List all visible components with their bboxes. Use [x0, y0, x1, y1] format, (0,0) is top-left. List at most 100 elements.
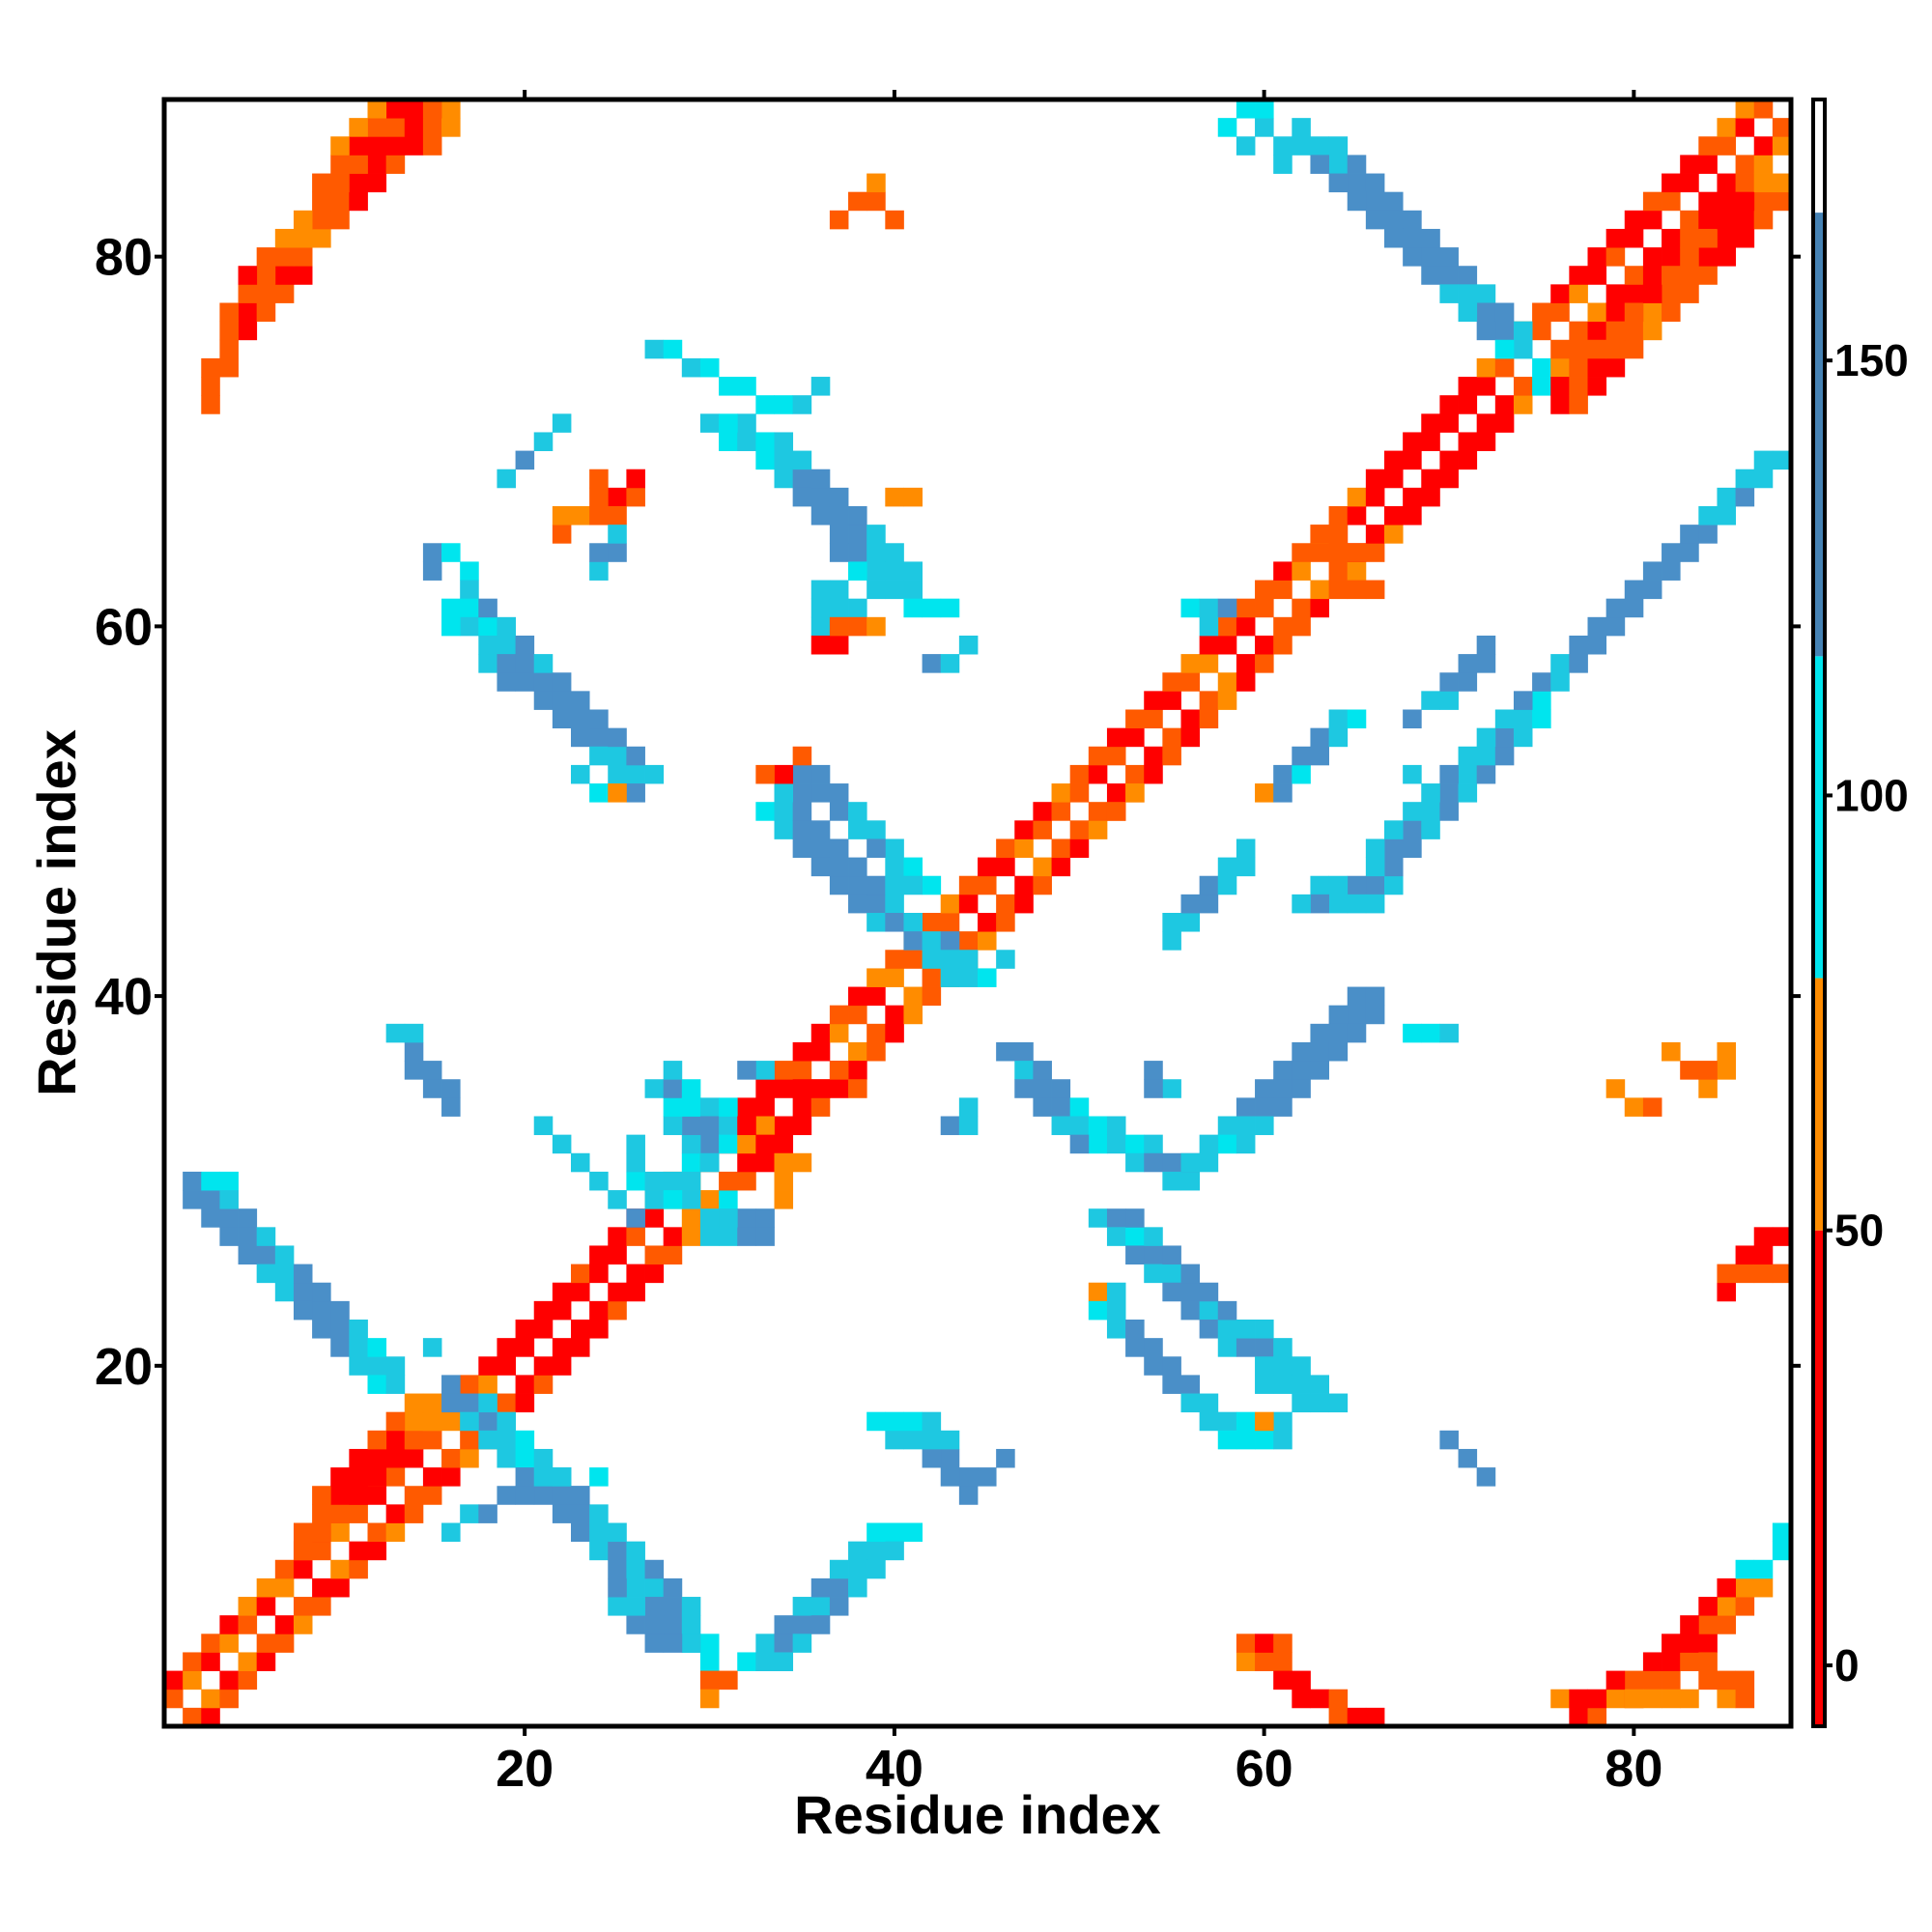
heatmap-cell	[183, 1707, 202, 1727]
heatmap-cell	[867, 1023, 886, 1043]
heatmap-cell	[1698, 1634, 1718, 1653]
heatmap-cell	[1162, 1375, 1181, 1394]
heatmap-cell	[385, 1023, 406, 1043]
heatmap-cell	[1624, 1097, 1644, 1117]
heatmap-cell	[1662, 543, 1681, 562]
heatmap-cell	[1642, 1652, 1662, 1671]
heatmap-cell	[552, 1504, 572, 1523]
heatmap-cell	[903, 598, 923, 618]
heatmap-cell	[1439, 266, 1459, 285]
heatmap-cell	[1421, 247, 1440, 267]
heatmap-cell	[1587, 357, 1607, 378]
heatmap-cell	[1698, 1061, 1718, 1080]
heatmap-cell	[404, 1393, 424, 1413]
heatmap-cell	[1680, 210, 1699, 230]
heatmap-cell	[1125, 764, 1145, 784]
heatmap-cell	[1735, 1245, 1755, 1264]
heatmap-cell	[552, 691, 572, 710]
heatmap-cell	[1051, 1079, 1071, 1098]
heatmap-cell	[922, 986, 942, 1007]
heatmap-cell	[256, 1245, 276, 1264]
heatmap-cell	[848, 561, 867, 581]
heatmap-cell	[1347, 894, 1367, 914]
heatmap-cell	[571, 1504, 590, 1523]
heatmap-cell	[1550, 377, 1570, 396]
heatmap-cell	[978, 875, 997, 895]
heatmap-cell	[774, 395, 794, 414]
heatmap-cell	[1605, 339, 1626, 359]
heatmap-cell	[737, 377, 756, 396]
heatmap-cell	[940, 913, 960, 932]
heatmap-cell	[1605, 247, 1626, 267]
heatmap-cell	[719, 1227, 738, 1246]
heatmap-cell	[1144, 1227, 1163, 1246]
heatmap-cell	[626, 1264, 645, 1284]
heatmap-cell	[1680, 1615, 1699, 1634]
heatmap-cell	[737, 1227, 756, 1246]
heatmap-cell	[940, 654, 960, 673]
heatmap-cell	[1273, 616, 1293, 637]
y-axis-ticks: 20 40 60 80	[95, 229, 1801, 1396]
heatmap-cell	[885, 950, 904, 969]
heatmap-cell	[1403, 432, 1422, 451]
heatmap-cell	[312, 1522, 331, 1543]
heatmap-cell	[1717, 136, 1736, 156]
heatmap-cell	[460, 1504, 479, 1523]
heatmap-cell	[978, 913, 997, 932]
heatmap-cell	[626, 1559, 645, 1579]
heatmap-cell	[755, 1116, 775, 1136]
heatmap-cell	[1698, 191, 1718, 212]
heatmap-cell	[367, 173, 387, 193]
heatmap-cell	[1772, 450, 1792, 470]
heatmap-cell	[903, 1411, 923, 1432]
heatmap-cell	[589, 1300, 609, 1321]
heatmap-cell	[903, 1522, 923, 1543]
heatmap-cell	[1069, 764, 1090, 784]
heatmap-cell	[1162, 746, 1181, 766]
heatmap-cell	[497, 1486, 516, 1505]
heatmap-cell	[774, 1171, 794, 1191]
heatmap-cell	[848, 1559, 867, 1579]
heatmap-cell	[1753, 469, 1774, 489]
heatmap-cell	[810, 598, 831, 618]
heatmap-cell	[1662, 302, 1681, 323]
heatmap-cell	[699, 1652, 720, 1671]
heatmap-cell	[810, 506, 831, 526]
heatmap-cell	[1236, 1411, 1256, 1432]
y-tick-label: 40	[95, 968, 153, 1026]
heatmap-cell	[1753, 210, 1774, 230]
heatmap-cell	[1458, 672, 1478, 692]
heatmap-cell	[922, 1411, 942, 1432]
heatmap-cell	[422, 118, 442, 137]
heatmap-cell	[478, 1411, 497, 1432]
heatmap-cell	[1217, 1430, 1237, 1450]
heatmap-cell	[219, 357, 239, 378]
heatmap-cell	[848, 802, 867, 821]
heatmap-cell	[422, 1486, 442, 1505]
heatmap-cell	[552, 1282, 572, 1302]
heatmap-cell	[1292, 1670, 1311, 1690]
heatmap-cell	[293, 247, 313, 267]
heatmap-cell	[792, 820, 812, 839]
heatmap-cell	[385, 1356, 406, 1376]
heatmap-cell	[1513, 377, 1533, 396]
heatmap-cell	[478, 635, 497, 655]
heatmap-cell	[1421, 432, 1440, 451]
heatmap-cell	[755, 432, 775, 451]
heatmap-cell	[810, 1097, 831, 1117]
colorbar-segment	[1813, 213, 1825, 657]
heatmap-cells	[164, 99, 1792, 1727]
heatmap-cell	[940, 968, 960, 987]
heatmap-cell	[608, 1190, 627, 1209]
heatmap-cell	[626, 783, 645, 803]
heatmap-cell	[867, 543, 886, 562]
heatmap-cell	[885, 1023, 904, 1043]
heatmap-cell	[256, 1652, 276, 1671]
heatmap-cell	[829, 1061, 849, 1080]
heatmap-cell	[367, 1430, 387, 1450]
heatmap-cell	[256, 284, 276, 303]
heatmap-cell	[533, 1300, 554, 1321]
heatmap-cell	[589, 1264, 609, 1284]
heatmap-cell	[1365, 210, 1385, 230]
